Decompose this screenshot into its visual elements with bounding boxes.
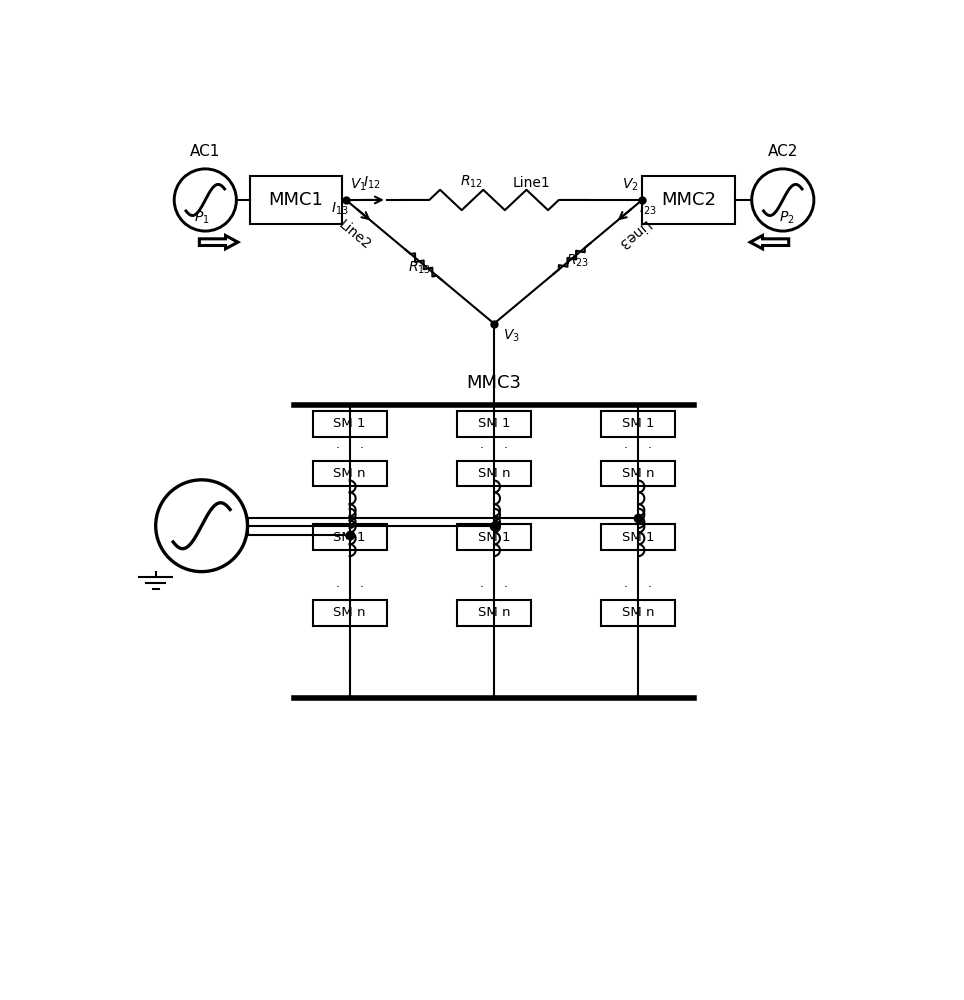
- Text: AC1: AC1: [190, 144, 221, 159]
- Bar: [602, 411, 676, 437]
- Text: AC2: AC2: [767, 144, 798, 159]
- Text: SM 1: SM 1: [334, 531, 366, 544]
- Bar: [312, 411, 387, 437]
- Text: MMC3: MMC3: [467, 374, 522, 392]
- Bar: [602, 524, 676, 550]
- Text: Line2: Line2: [335, 217, 374, 252]
- Text: MMC1: MMC1: [269, 191, 324, 209]
- Text: SM n: SM n: [622, 467, 655, 480]
- Text: ·  ·  ·: · · ·: [480, 442, 508, 455]
- Text: Line3: Line3: [614, 217, 653, 252]
- Text: $V_3$: $V_3$: [503, 327, 520, 344]
- Text: $V_1$: $V_1$: [350, 176, 366, 193]
- Text: ·  ·  ·: · · ·: [335, 442, 363, 455]
- Text: ·  ·  ·: · · ·: [625, 442, 653, 455]
- Text: ·  ·  ·: · · ·: [335, 581, 363, 594]
- Text: SM n: SM n: [622, 606, 655, 619]
- FancyArrow shape: [750, 236, 789, 249]
- Bar: [312, 524, 387, 550]
- Text: $P_1$: $P_1$: [194, 209, 209, 226]
- Text: Line1: Line1: [512, 176, 549, 190]
- Text: $V_2$: $V_2$: [622, 176, 638, 193]
- Text: ·  ·  ·: · · ·: [480, 581, 508, 594]
- Text: MMC2: MMC2: [661, 191, 716, 209]
- Bar: [642, 176, 735, 224]
- Text: $I_{23}$: $I_{23}$: [639, 200, 656, 217]
- Text: SM n: SM n: [334, 606, 366, 619]
- Bar: [602, 600, 676, 626]
- Bar: [457, 600, 531, 626]
- Text: SM 1: SM 1: [334, 417, 366, 430]
- Text: SM 1: SM 1: [478, 417, 510, 430]
- Text: $R_{12}$: $R_{12}$: [461, 173, 483, 190]
- Text: SM n: SM n: [478, 606, 510, 619]
- Text: SM n: SM n: [334, 467, 366, 480]
- Text: $I_{13}$: $I_{13}$: [332, 200, 349, 217]
- Text: $I_{12}$: $I_{12}$: [363, 175, 381, 191]
- Bar: [602, 461, 676, 486]
- Bar: [457, 411, 531, 437]
- Text: $P_2$: $P_2$: [779, 209, 794, 226]
- Bar: [457, 461, 531, 486]
- Text: SM 1: SM 1: [478, 531, 510, 544]
- Bar: [312, 461, 387, 486]
- Bar: [250, 176, 342, 224]
- FancyArrow shape: [200, 236, 238, 249]
- Text: SM 1: SM 1: [622, 531, 655, 544]
- Text: $R_{13}$: $R_{13}$: [408, 259, 431, 276]
- Text: SM 1: SM 1: [622, 417, 655, 430]
- Text: SM n: SM n: [478, 467, 510, 480]
- Bar: [312, 600, 387, 626]
- Bar: [457, 524, 531, 550]
- Text: $R_{23}$: $R_{23}$: [566, 253, 589, 269]
- Text: ·  ·  ·: · · ·: [625, 581, 653, 594]
